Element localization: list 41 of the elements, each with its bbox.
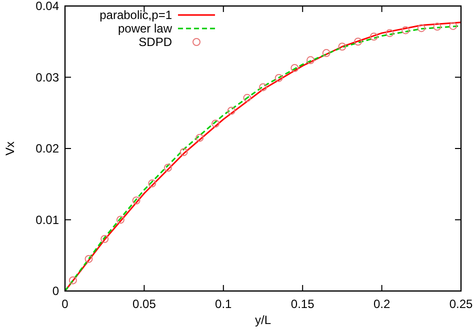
point bbox=[306, 56, 315, 64]
point bbox=[148, 179, 156, 188]
y-tick-label: 0.03 bbox=[36, 70, 60, 84]
point bbox=[227, 106, 236, 115]
point bbox=[402, 26, 410, 34]
x-tick-label: 0 bbox=[62, 297, 69, 311]
point bbox=[68, 276, 77, 284]
x-axis-title: y/L bbox=[254, 313, 272, 327]
point bbox=[449, 22, 458, 30]
legend-label: parabolic,p=1 bbox=[100, 8, 172, 22]
legend-label: SDPD bbox=[138, 35, 172, 49]
point bbox=[259, 83, 267, 92]
x-tick-label: 0.1 bbox=[215, 297, 232, 311]
point bbox=[338, 42, 346, 51]
y-tick-label: 0.02 bbox=[36, 142, 60, 156]
point bbox=[433, 22, 442, 31]
y-tick-label: 0 bbox=[52, 284, 60, 298]
point bbox=[211, 120, 220, 128]
point bbox=[196, 134, 204, 142]
y-tick-label: 0.04 bbox=[36, 0, 60, 13]
point bbox=[417, 24, 426, 32]
point bbox=[84, 254, 93, 263]
y-tick-label: 0.01 bbox=[36, 212, 60, 227]
point bbox=[290, 64, 299, 72]
point bbox=[116, 216, 124, 224]
point bbox=[100, 234, 109, 243]
point bbox=[274, 74, 283, 82]
legend-label: power law bbox=[118, 22, 172, 36]
y-axis-title: Vx bbox=[3, 141, 17, 156]
point bbox=[243, 94, 252, 102]
point bbox=[322, 49, 330, 58]
x-tick-label: 0.05 bbox=[132, 297, 156, 311]
point bbox=[132, 196, 140, 205]
point bbox=[370, 32, 378, 41]
point bbox=[180, 148, 188, 156]
x-tick-label: 0.2 bbox=[373, 297, 390, 311]
x-tick-label: 0.25 bbox=[449, 297, 473, 311]
x-tick-label: 0.15 bbox=[290, 297, 315, 311]
point bbox=[164, 164, 172, 172]
point bbox=[386, 29, 394, 38]
point bbox=[354, 38, 362, 46]
